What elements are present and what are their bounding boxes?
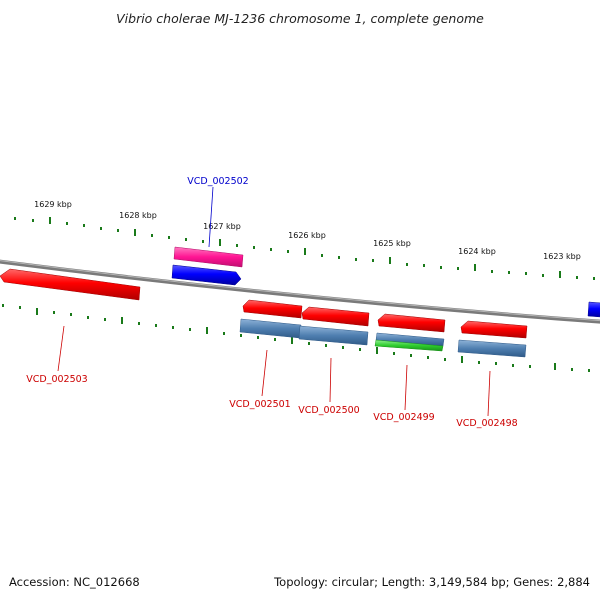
gene-label-vcd-002503[interactable]: VCD_002503 (26, 374, 87, 385)
chromosome-backbone (0, 259, 600, 324)
scale-label: 1625 kbp (373, 239, 411, 248)
outer-tick-ring (14, 217, 595, 280)
gene-arrow-vcd-002501[interactable] (242, 299, 303, 319)
scale-label: 1628 kbp (119, 211, 157, 220)
scale-label: 1626 kbp (288, 231, 326, 240)
gene-cds-vcd-002500[interactable] (298, 325, 369, 346)
gene-cds-vcd-002498[interactable] (457, 339, 527, 358)
gene-label-vcd-002500[interactable]: VCD_002500 (298, 405, 359, 416)
gene-arrow-vcd-002503[interactable] (0, 268, 141, 301)
gene-label-vcd-002501[interactable]: VCD_002501 (229, 399, 290, 410)
inner-tick-ring (2, 304, 590, 372)
gene-arrow-vcd-002500[interactable] (301, 306, 370, 327)
scale-label: 1623 kbp (543, 252, 581, 261)
scale-label: 1624 kbp (458, 247, 496, 256)
gene-cds-vcd-002502[interactable] (171, 264, 242, 286)
scale-label: 1627 kbp (203, 222, 241, 231)
gene-label-vcd-002498[interactable]: VCD_002498 (456, 418, 517, 429)
gene-arrow-vcd-002499[interactable] (377, 313, 446, 333)
gene-feature-vcd-002499[interactable] (374, 339, 444, 352)
gene-arrow-vcd-002498[interactable] (460, 320, 528, 339)
gene-arrow-partial-right[interactable] (587, 301, 600, 318)
gene-label-vcd-002499[interactable]: VCD_002499 (373, 412, 434, 423)
map-title: Vibrio cholerae MJ-1236 chromosome 1, co… (116, 11, 484, 26)
gene-cds-vcd-002501[interactable] (239, 318, 302, 339)
gene-feature-vcd-002502[interactable] (173, 246, 244, 268)
gene-label-vcd-002502[interactable]: VCD_002502 (187, 176, 248, 187)
genome-summary-text: Topology: circular; Length: 3,149,584 bp… (273, 575, 590, 589)
accession-text: Accession: NC_012668 (9, 575, 140, 589)
scale-label: 1629 kbp (34, 200, 72, 209)
label-leaders (57, 186, 491, 417)
scale-labels: 1629 kbp 1628 kbp 1627 kbp 1626 kbp 1625… (34, 200, 581, 261)
chromosome-backbone-highlight (0, 260, 600, 322)
